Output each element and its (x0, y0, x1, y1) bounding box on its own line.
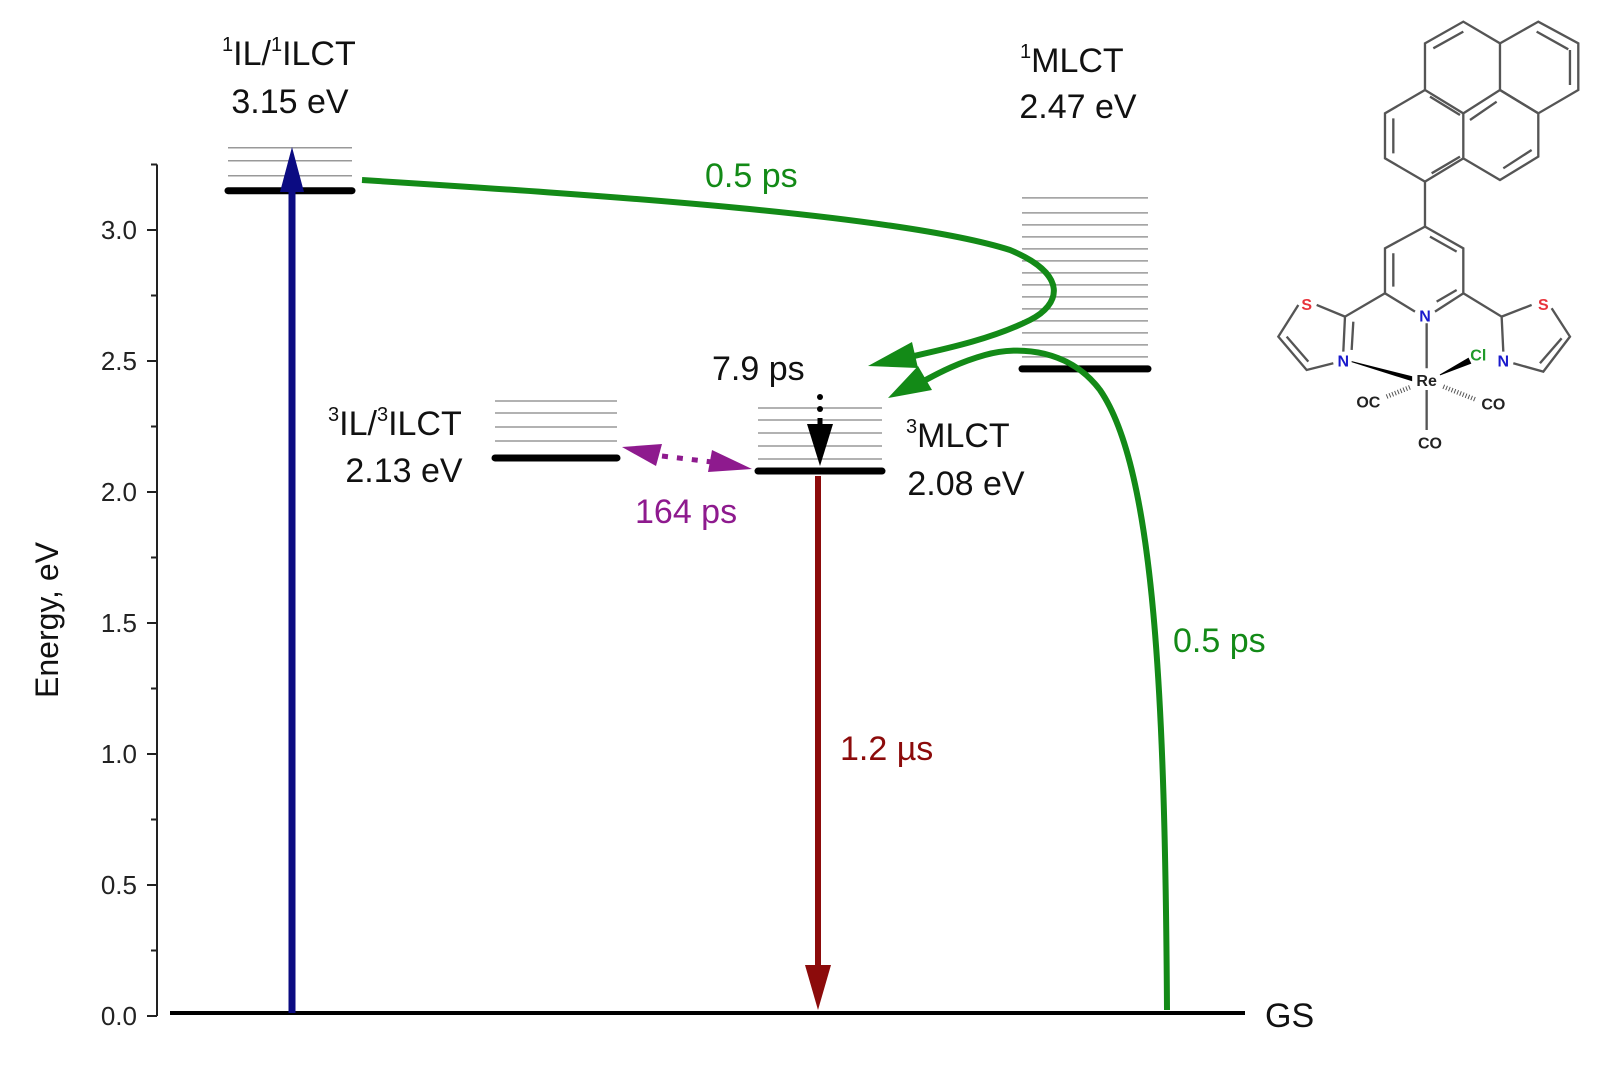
singlet-mlct-label: 1MLCT (1020, 41, 1124, 80)
tick-label: 0.5 (101, 870, 137, 900)
atom-nitrogen-right: N (1498, 354, 1510, 371)
atom-chlorine: Cl (1470, 348, 1486, 365)
isc-arrow-from-singlet-mlct (888, 347, 1170, 1011)
tick-label: 3.0 (101, 215, 137, 245)
singlet-il-energy: 3.15 eV (231, 83, 349, 121)
excitation-arrow (280, 147, 304, 1013)
ligand-co-right: CO (1481, 396, 1505, 413)
singlet-mlct-energy: 2.47 eV (1019, 88, 1137, 126)
atom-sulfur-left: S (1301, 297, 1312, 314)
atom-nitrogen-left: N (1338, 354, 1350, 371)
ground-state-label: GS (1265, 997, 1314, 1035)
molecule-structure: S S N N N Re Cl OC CO CO (1276, 20, 1580, 452)
energy-axis: 0.0 0.5 1.0 1.5 2.0 2.5 3.0 (101, 163, 158, 1031)
triplet-mlct-label: 3MLCT (906, 416, 1010, 455)
tick-label: 1.5 (101, 608, 137, 638)
vibrational-relaxation-arrow (807, 394, 833, 466)
equilibrium-double-arrow (622, 444, 752, 472)
tick-label: 2.5 (101, 346, 137, 376)
triplet-mlct-energy: 2.08 eV (907, 465, 1025, 503)
axis-label: Energy, eV (29, 541, 65, 698)
tick-label: 1.0 (101, 739, 137, 769)
isc-arrow-from-singlet-il (361, 177, 1057, 368)
equilibrium-lifetime: 164 ps (635, 493, 737, 531)
tick-label: 2.0 (101, 477, 137, 507)
isc-lifetime-singlet-mlct: 0.5 ps (1173, 622, 1266, 660)
triplet-il-label: 3IL/3ILCT (328, 404, 462, 443)
atom-nitrogen-pyridine: N (1419, 309, 1431, 326)
relaxation-lifetime: 7.9 ps (712, 350, 805, 388)
emission-arrow (805, 476, 831, 1010)
ligand-oc-left: OC (1356, 394, 1380, 411)
tick-label: 0.0 (101, 1001, 137, 1031)
atom-sulfur-right: S (1538, 297, 1549, 314)
ligand-co-bottom: CO (1418, 435, 1442, 452)
atom-rhenium: Re (1416, 373, 1437, 390)
emission-lifetime: 1.2 µs (840, 730, 933, 768)
singlet-il-label: 1IL/1ILCT (222, 34, 356, 73)
isc-lifetime-singlet-il: 0.5 ps (705, 157, 798, 195)
triplet-il-energy: 2.13 eV (345, 452, 463, 490)
